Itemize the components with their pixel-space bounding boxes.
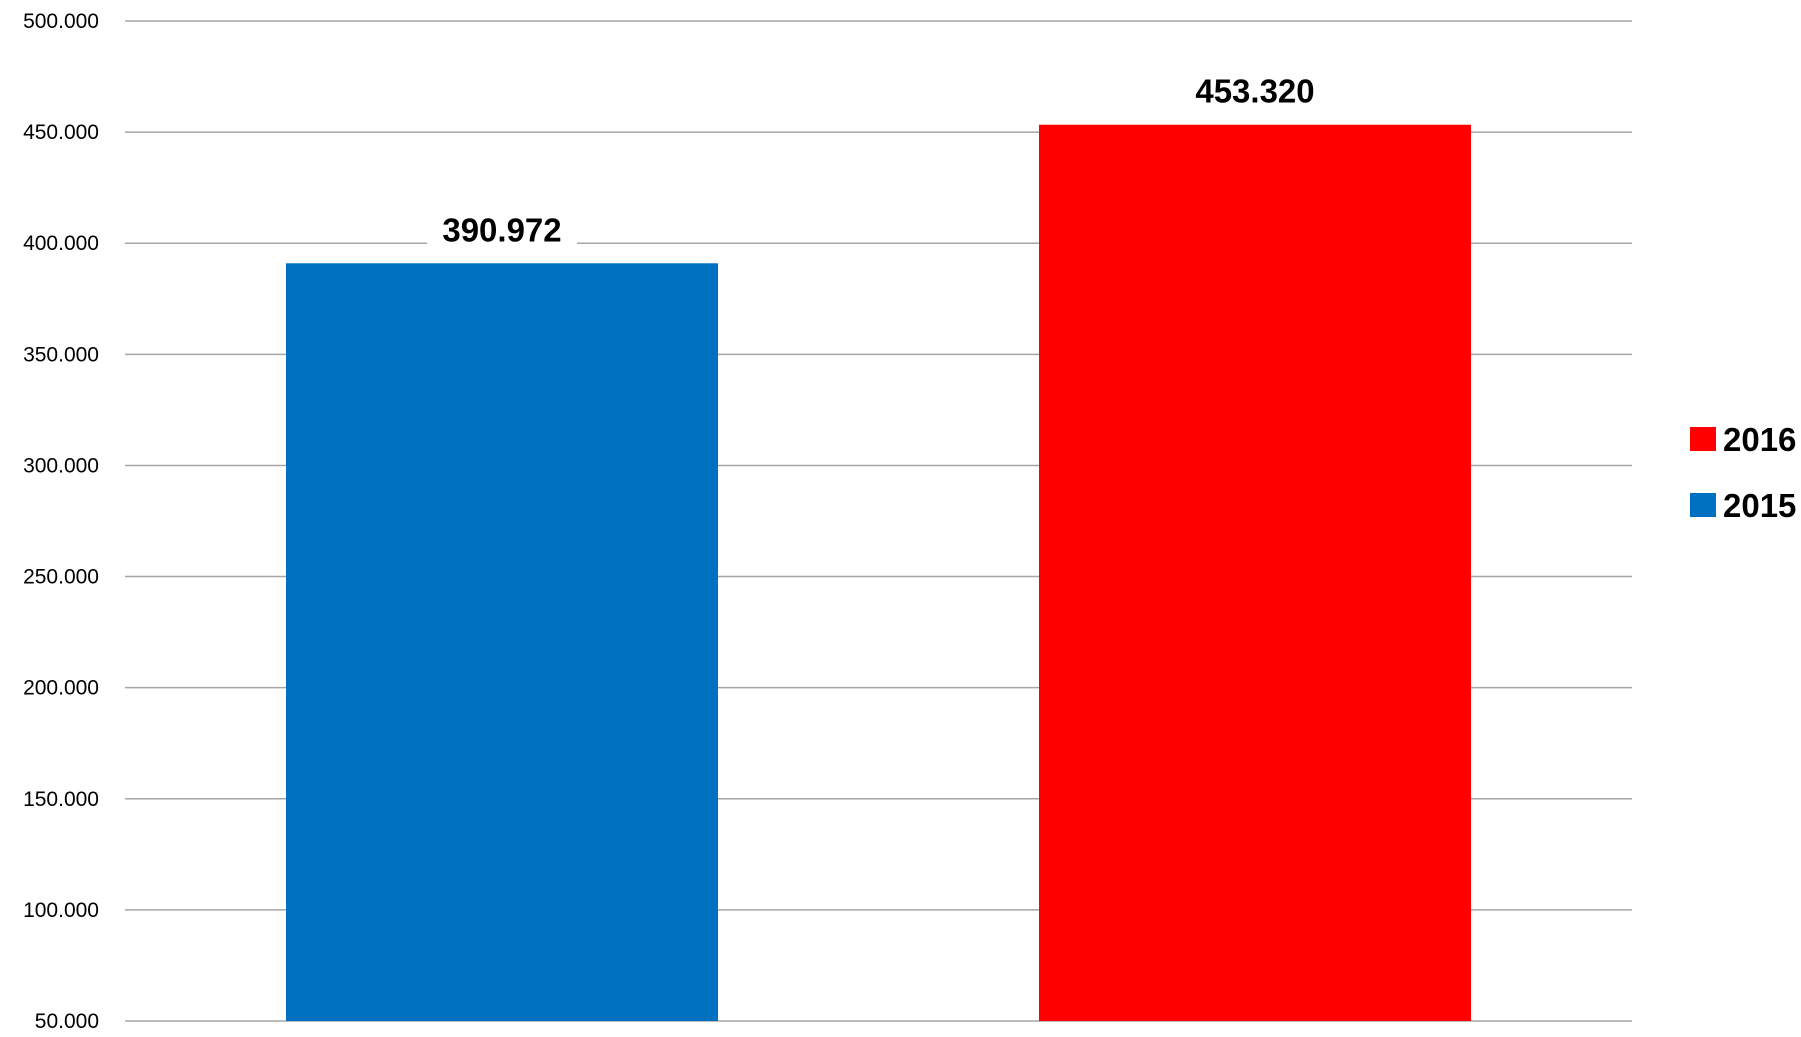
bar-2015 [286, 263, 718, 1022]
data-label: 390.972 [442, 211, 561, 248]
legend-label: 2015 [1723, 487, 1796, 524]
legend: 2016 2015 [1690, 421, 1796, 524]
y-tick-label: 400.000 [23, 232, 99, 255]
bar-2016 [1039, 124, 1471, 1021]
y-tick-label: 450.000 [23, 121, 99, 144]
y-tick-label: 300.000 [23, 454, 99, 477]
y-axis-ticks: 50.000 100.000 150.000 200.000 250.000 300.00… [23, 10, 99, 1033]
y-tick-label: 50.000 [35, 1010, 99, 1032]
bars [286, 124, 1471, 1022]
data-labels: 390.972 453.320 [427, 72, 1330, 252]
legend-swatch [1690, 427, 1716, 451]
y-tick-label: 150.000 [23, 788, 99, 811]
data-label-background [1180, 72, 1330, 113]
y-tick-label: 100.000 [23, 899, 99, 922]
data-label-background [427, 211, 577, 252]
legend-swatch [1690, 493, 1716, 517]
y-tick-label: 250.000 [23, 566, 99, 589]
legend-label: 2016 [1723, 421, 1796, 458]
y-tick-label: 350.000 [23, 343, 99, 366]
y-tick-label: 200.000 [23, 677, 99, 700]
y-tick-label: 500.000 [23, 10, 99, 33]
data-label: 453.320 [1195, 73, 1314, 110]
